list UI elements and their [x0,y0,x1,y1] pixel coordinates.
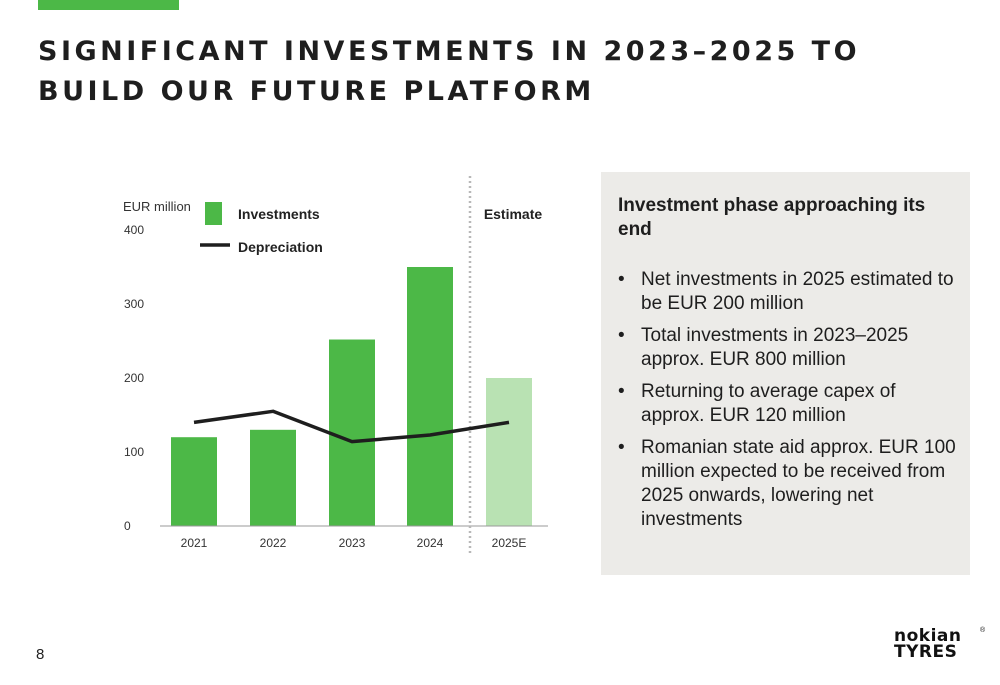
y-tick-label: 200 [124,371,144,385]
bullet-dot-icon: • [618,381,625,402]
y-tick-label: 400 [124,223,144,237]
bullet-text: Net investments in 2025 estimated to be … [641,269,954,314]
page-number: 8 [36,646,45,663]
y-tick-label: 300 [124,297,144,311]
bullet-text: Total investments in 2023–2025 approx. E… [641,325,909,370]
bullet-dot-icon: • [618,269,625,290]
bullet-dot-icon: • [618,437,625,458]
panel-heading: Investment phase approaching its end [618,195,926,240]
y-tick-label: 0 [124,519,131,533]
summary-panel: Investment phase approaching its end • N… [601,172,970,575]
bullet-item: • Total investments in 2023–2025 approx.… [618,324,958,372]
x-tick-label: 2023 [339,536,366,550]
investments-chart: 0 100 200 300 400 EUR million 2021 2022 2023 2024… [123,176,548,556]
registered-mark-icon: ® [980,627,986,634]
investment-bar [407,267,453,526]
page-title: SIGNIFICANT INVESTMENTS IN 2023–2025 TO … [38,36,861,107]
bullet-dot-icon: • [618,325,625,346]
investment-bar [329,339,375,526]
legend-depreciation-label: Depreciation [238,239,323,255]
depreciation-line [193,409,510,444]
bullet-item: • Romanian state aid approx. EUR 100 mil… [618,436,958,532]
x-tick-label: 2021 [181,536,208,550]
x-tick-label: 2022 [260,536,287,550]
bullet-list: • Net investments in 2025 estimated to b… [618,268,958,540]
bullet-item: • Net investments in 2025 estimated to b… [618,268,958,316]
investment-bar [250,429,296,526]
investment-bar [171,437,217,526]
bullet-text: Returning to average capex of approx. EU… [641,381,896,426]
logo-wordmark-top: nokian [894,626,962,646]
nokian-tyres-logo: nokian TYRES ® [892,627,987,663]
x-tick-label: 2024 [417,536,444,550]
x-tick-label: 2025E [492,536,527,550]
bullet-text: Romanian state aid approx. EUR 100 milli… [641,437,956,530]
legend-investments-label: Investments [238,206,320,222]
top-accent-bar [38,0,179,10]
y-tick-label: 100 [124,445,144,459]
bullet-item: • Returning to average capex of approx. … [618,380,958,428]
investment-bar [486,378,532,526]
logo-wordmark-bottom: TYRES [894,642,958,662]
y-axis-unit-label: EUR million [123,199,191,214]
legend-investments-swatch [205,202,222,225]
estimate-label: Estimate [484,206,543,222]
